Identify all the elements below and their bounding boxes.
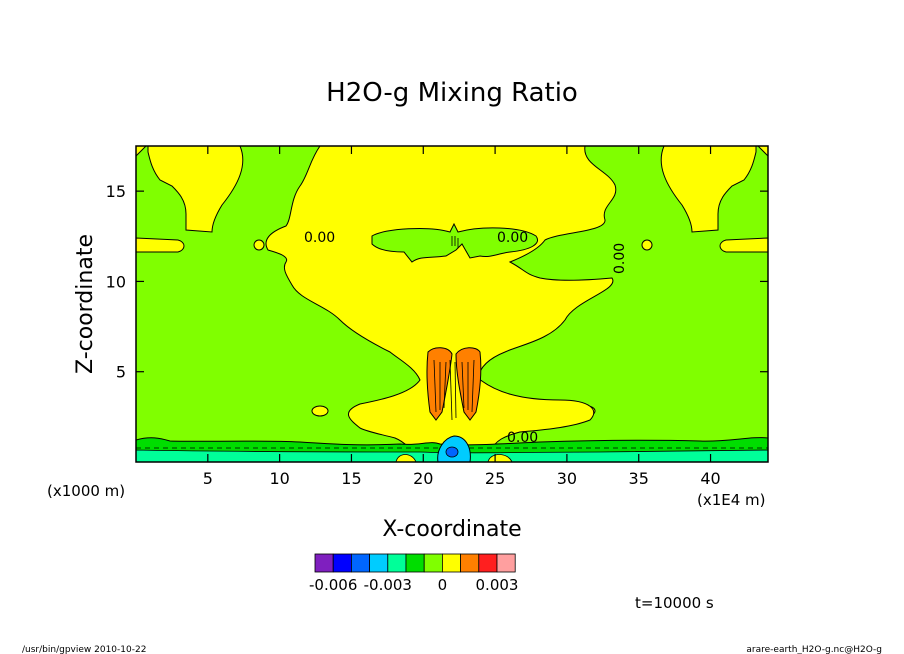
plot-frame: [135, 145, 769, 463]
colorbar-swatch: [314, 553, 334, 573]
contour-label: 0.00: [304, 230, 335, 246]
colorbar-swatch: [387, 553, 407, 573]
x-axis-unit: (x1E4 m): [697, 491, 766, 509]
contour-region-band-right: [719, 237, 768, 253]
contour-label: 0.00: [507, 430, 538, 446]
colorbar-swatch: [405, 553, 425, 573]
contour-label: 0.00: [612, 243, 628, 274]
colorbar-swatch: [332, 553, 352, 573]
colorbar-swatch: [350, 553, 370, 573]
colorbar-swatch: [478, 553, 498, 573]
time-label: t=10000 s: [635, 594, 714, 612]
colorbar-swatch: [496, 553, 516, 573]
contour-blob: [311, 405, 329, 417]
contour-region-right-plume: [660, 146, 757, 233]
updraft-contour-lines: [433, 236, 475, 421]
x-tick-label: 30: [557, 469, 577, 488]
colorbar-tick-label: 0.003: [476, 576, 519, 594]
x-tick-label: 15: [341, 469, 361, 488]
contour-region-corner-right: [757, 146, 768, 157]
contour-region-central-cloud: [265, 146, 617, 462]
x-tick-label: 20: [413, 469, 433, 488]
plot-area: 0.00 0.00 0.00 0.00: [136, 146, 768, 462]
y-tick-label: 10: [106, 272, 126, 291]
colorbar-swatch: [423, 553, 443, 573]
colorbar-tick-label: -0.006: [309, 576, 357, 594]
y-axis-unit: (x1000 m): [47, 482, 125, 500]
x-tick-label: 40: [700, 469, 720, 488]
contour-region-surface-core: [445, 446, 459, 458]
chart-title: H2O-g Mixing Ratio: [326, 78, 578, 108]
x-tick-label: 25: [485, 469, 505, 488]
x-axis: 5 10 15 20 25 30 35 40: [203, 146, 721, 488]
x-axis-label: X-coordinate: [382, 517, 521, 542]
contour-blob: [641, 239, 653, 251]
contour-region-corner-left: [136, 146, 147, 157]
contour-region-band-left: [136, 237, 185, 253]
colorbar-swatch: [441, 553, 461, 573]
footer-right: arare-earth_H2O-g.nc@H2O-g: [746, 645, 882, 654]
y-tick-label: 15: [106, 182, 126, 201]
contour-label: 0.00: [497, 230, 528, 246]
x-tick-label: 10: [269, 469, 289, 488]
colorbar-tick-label: -0.003: [364, 576, 412, 594]
contour-blob: [253, 239, 265, 251]
colorbar-swatch: [369, 553, 389, 573]
y-axis: 5 10 15: [106, 182, 768, 382]
colorbar: [314, 553, 516, 573]
y-axis-label: Z-coordinate: [73, 234, 98, 374]
footer-left: /usr/bin/gpview 2010-10-22: [22, 645, 146, 654]
colorbar-swatch: [460, 553, 480, 573]
colorbar-tick-labels: -0.006 -0.003 0 0.003: [309, 576, 518, 594]
x-tick-label: 35: [629, 469, 649, 488]
contour-region-left-plume: [147, 146, 244, 233]
x-tick-label: 5: [203, 469, 213, 488]
y-tick-label: 5: [116, 363, 126, 382]
colorbar-tick-label: 0: [438, 576, 448, 594]
